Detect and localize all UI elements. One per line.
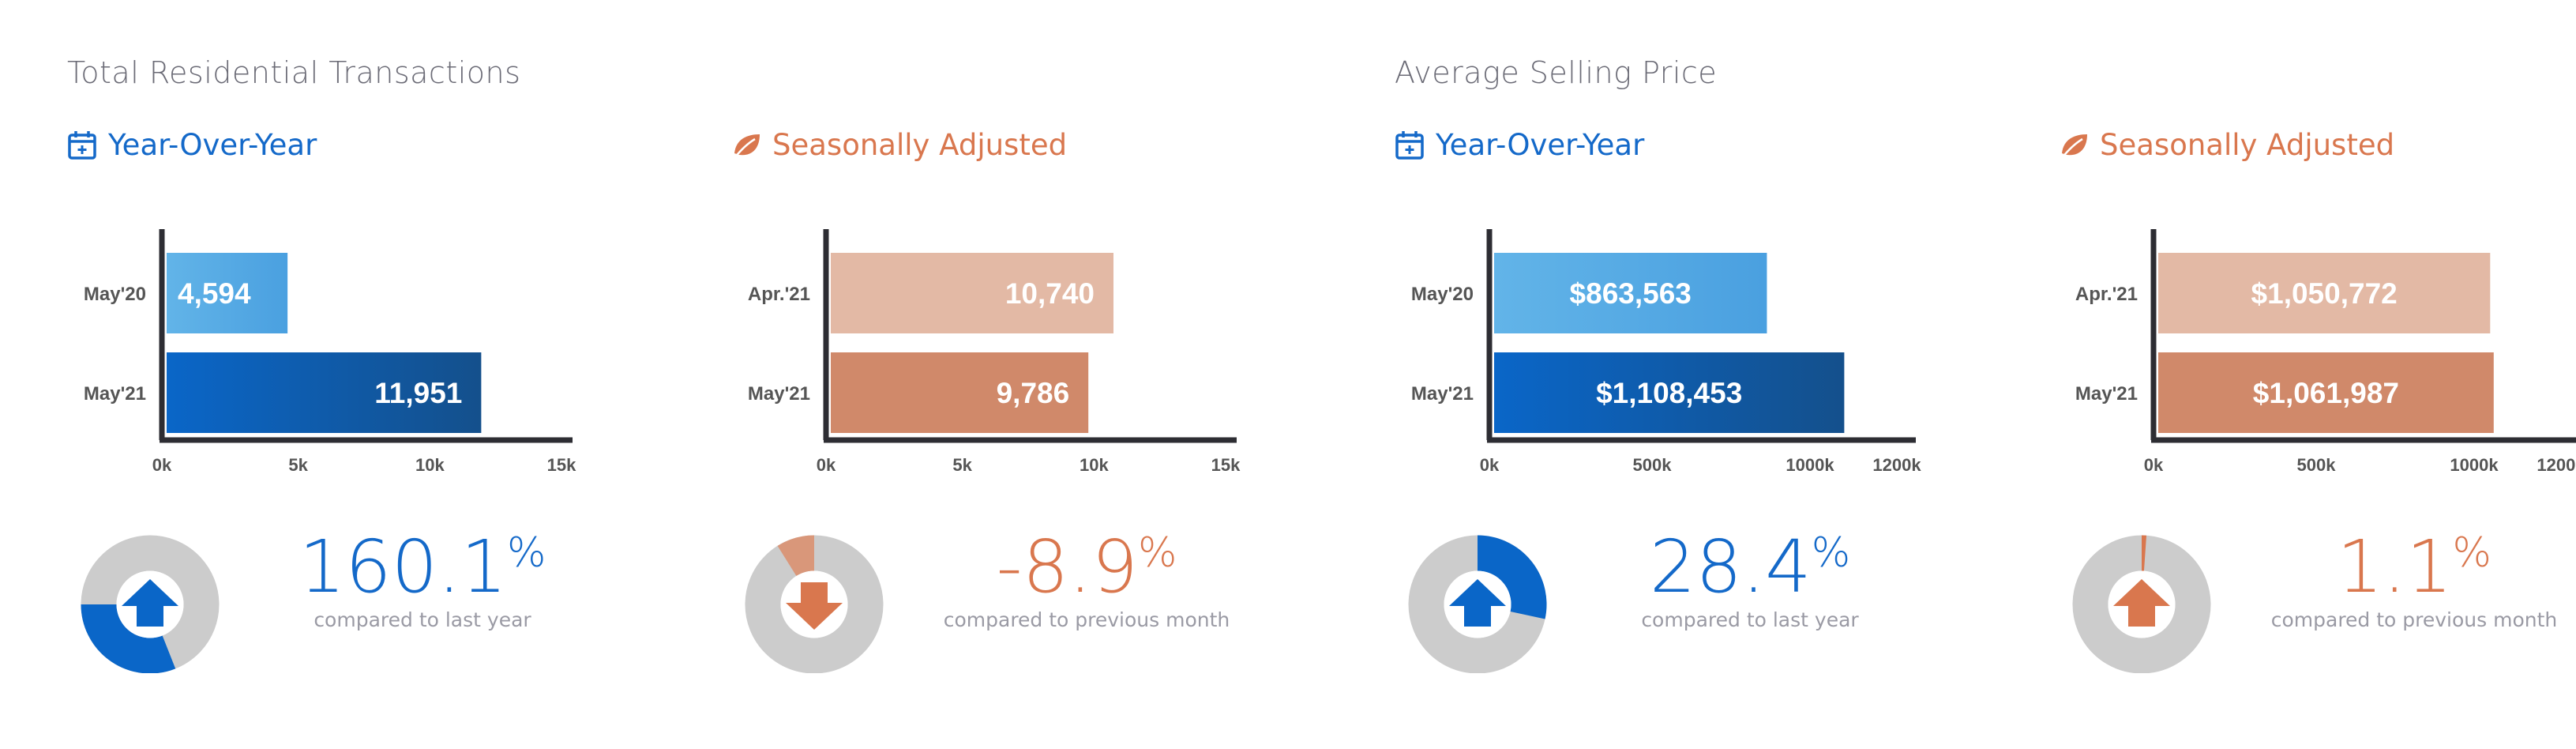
- category-label: May'21: [748, 383, 810, 405]
- bar: [2158, 352, 2494, 433]
- x-tick-label: 10k: [415, 455, 445, 475]
- x-tick-label: 500k: [2297, 455, 2337, 475]
- arrow-up-icon: [1449, 579, 1506, 627]
- category-label: May'21: [84, 383, 146, 405]
- x-tick-label: 0k: [1480, 455, 1500, 475]
- x-tick-label: 5k: [288, 455, 308, 475]
- panel-4: Seasonally Adjusted Apr.'21 $1,050,772 May'…: [2059, 0, 2576, 749]
- calendar-icon: [68, 130, 96, 160]
- bar: [831, 253, 1113, 333]
- panel-3: Year-Over-Year May'20 $863,563 May'21 $1,108…: [1395, 0, 2038, 749]
- kpi-unit: %: [1138, 529, 1177, 577]
- kpi-number: -8.9: [996, 525, 1139, 609]
- kpi-donut: [745, 535, 884, 673]
- x-tick-label: 1000k: [1786, 455, 1834, 475]
- arrow-up-icon: [2113, 579, 2170, 627]
- bar: [167, 253, 288, 333]
- panel-header: Year-Over-Year: [1395, 128, 1644, 162]
- kpi-number: 160.1: [299, 525, 507, 609]
- panel-header: Seasonally Adjusted: [2059, 128, 2394, 162]
- bar: [167, 352, 482, 433]
- bar-value-label: $1,050,772: [2251, 277, 2398, 310]
- x-tick-label: 0k: [2144, 455, 2164, 475]
- category-label: May'20: [1411, 284, 1474, 305]
- panel-header: Seasonally Adjusted: [731, 128, 1067, 162]
- kpi-number: 1.1: [2337, 525, 2453, 609]
- section-title-transactions: Total Residential Transactions: [67, 55, 521, 90]
- calendar-icon: [1395, 130, 1424, 160]
- kpi-number: 28.4: [1649, 525, 1812, 609]
- kpi-donut-arc: [777, 535, 816, 577]
- category-label: May'20: [84, 284, 146, 305]
- kpi-donut-arc: [81, 603, 176, 673]
- bar-value-label: 4,594: [178, 277, 251, 310]
- kpi-value: 1.1%: [2288, 531, 2540, 604]
- kpi-value: 160.1%: [296, 531, 549, 604]
- bar-chart: Apr.'21 $1,050,772 May'21 $1,061,987 0k 500k 1…: [2075, 229, 2576, 475]
- leaf-icon: [734, 134, 760, 159]
- kpi-donut: [1408, 535, 1547, 673]
- bar-value-label: 9,786: [997, 377, 1070, 409]
- x-tick-label: 15k: [1211, 455, 1241, 475]
- panel-header-label: Seasonally Adjusted: [772, 128, 1068, 162]
- kpi-value: 28.4%: [1624, 531, 1876, 604]
- panel-header-label: Year-Over-Year: [1436, 128, 1645, 162]
- kpi-unit: %: [2452, 529, 2492, 577]
- leaf-icon: [2061, 134, 2087, 159]
- kpi-unit: %: [1811, 529, 1851, 577]
- category-label: May'21: [2075, 383, 2138, 405]
- category-label: Apr.'21: [2075, 284, 2138, 305]
- x-tick-label: 1000k: [2450, 455, 2499, 475]
- arrow-up-icon: [122, 579, 178, 627]
- category-label: May'21: [1411, 383, 1474, 405]
- bar: [2158, 253, 2491, 333]
- panel-header: Year-Over-Year: [67, 128, 317, 162]
- bar-value-label: 11,951: [374, 377, 462, 409]
- kpi-donut: [2072, 535, 2211, 673]
- kpi-value: -8.9%: [960, 531, 1213, 604]
- kpi-caption: compared to previous month: [2270, 608, 2558, 631]
- x-tick-label: 0k: [152, 455, 172, 475]
- bar-value-label: $1,108,453: [1596, 377, 1742, 409]
- panel-header-label: Seasonally Adjusted: [2100, 128, 2395, 162]
- bar-value-label: 10,740: [1005, 277, 1095, 310]
- x-tick-label: 1200k: [2537, 455, 2576, 475]
- kpi-donut-arc: [1476, 535, 1547, 619]
- bar-value-label: $1,061,987: [2253, 377, 2399, 409]
- x-tick-label: 500k: [1633, 455, 1673, 475]
- x-tick-label: 1200k: [1872, 455, 1921, 475]
- bar: [1494, 253, 1767, 333]
- x-tick-label: 0k: [817, 455, 836, 475]
- panel-header-label: Year-Over-Year: [108, 128, 317, 162]
- kpi-donut: [81, 535, 220, 673]
- x-tick-label: 10k: [1080, 455, 1109, 475]
- bar: [831, 352, 1089, 433]
- x-tick-label: 5k: [952, 455, 972, 475]
- panel-2: Seasonally Adjusted Apr.'21 10,740 May'21 9,…: [731, 0, 1375, 749]
- bar-value-label: $863,563: [1570, 277, 1692, 310]
- section-title-price: Average Selling Price: [1395, 55, 1718, 90]
- bar: [1494, 352, 1845, 433]
- category-label: Apr.'21: [748, 284, 810, 305]
- kpi-caption: compared to previous month: [943, 608, 1230, 631]
- arrow-down-icon: [786, 582, 843, 630]
- bar-chart: Apr.'21 10,740 May'21 9,786 0k 5k 10k 15k: [748, 229, 1241, 475]
- kpi-unit: %: [506, 529, 546, 577]
- bar-chart: May'20 4,594 May'21 11,951 0k 5k 10k 15k: [84, 229, 576, 475]
- panel-1: Year-Over-Year May'20 4,594 May'21 11,951 0k 5…: [67, 0, 711, 749]
- kpi-caption: compared to last year: [314, 608, 531, 631]
- x-tick-label: 15k: [547, 455, 576, 475]
- kpi-caption: compared to last year: [1641, 608, 1859, 631]
- bar-chart: May'20 $863,563 May'21 $1,108,453 0k 500k 1000…: [1411, 229, 1921, 475]
